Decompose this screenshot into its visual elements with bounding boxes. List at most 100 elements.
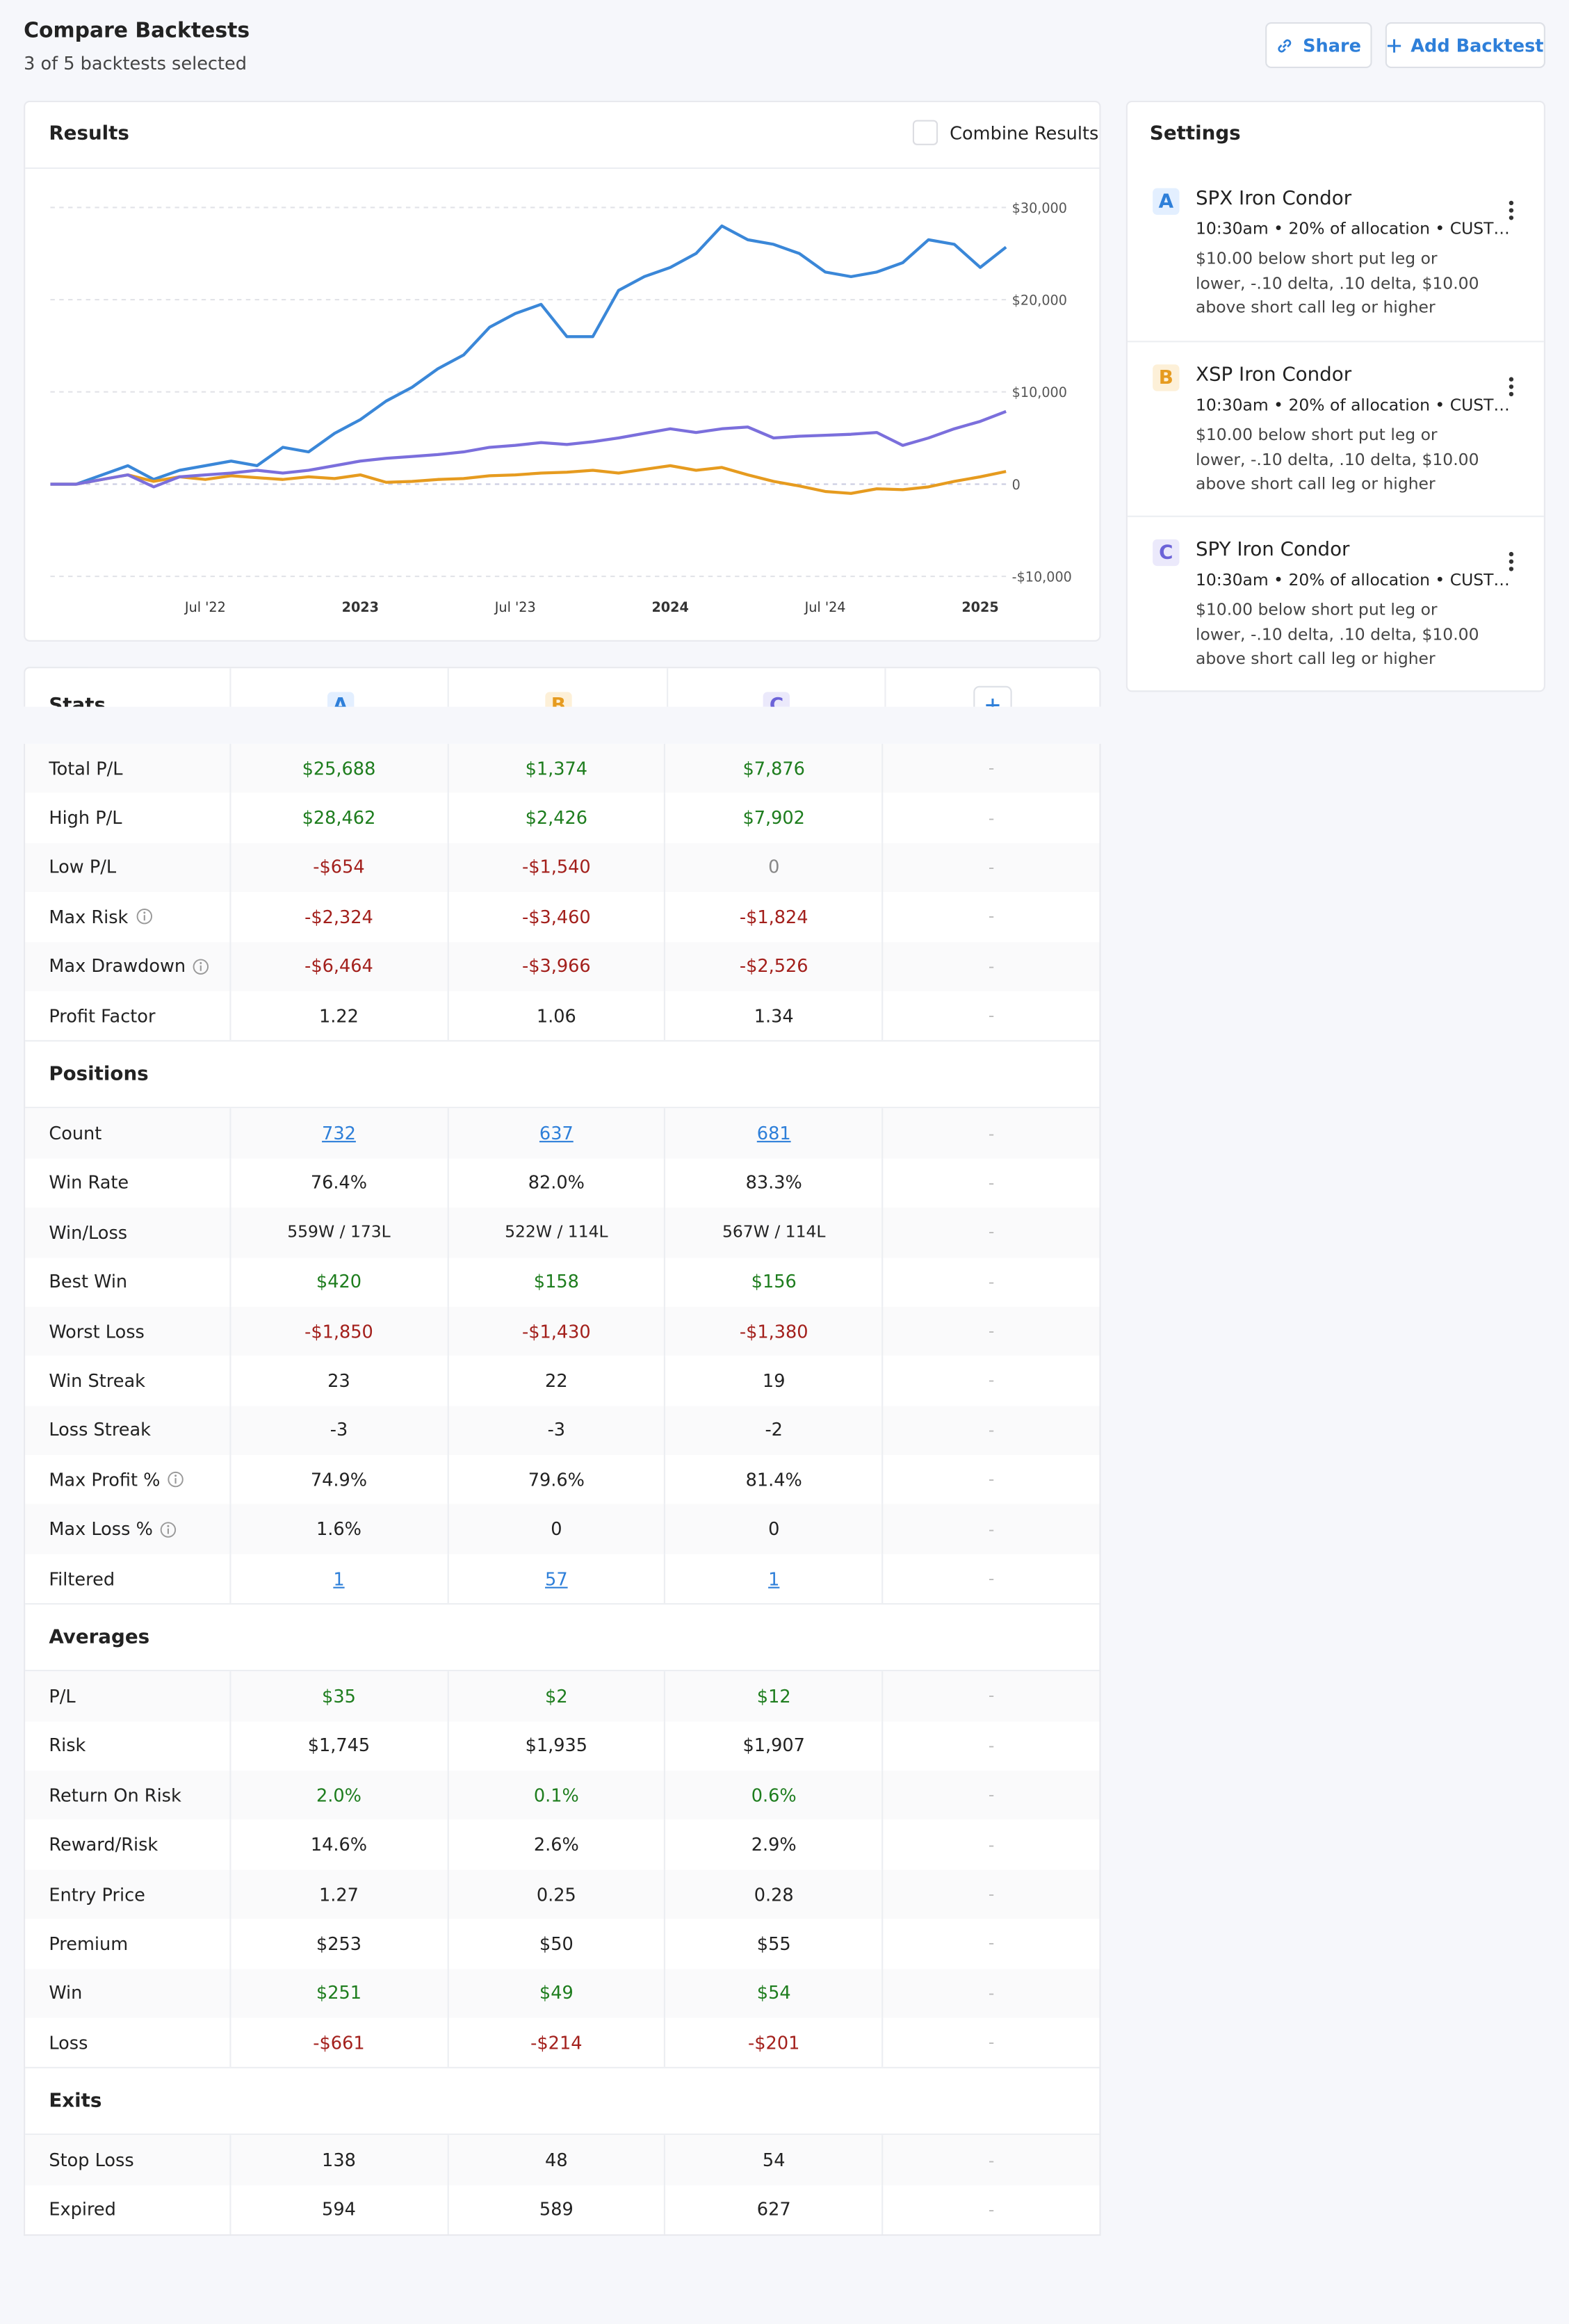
value-cell: 81.4%: [666, 1455, 884, 1505]
label-cell: Low P/L: [25, 843, 231, 893]
stats-table: Total P/L $25,688 $1,374 $7,876- High P/L $28…: [24, 743, 1101, 2236]
value-link[interactable]: 637: [539, 1123, 574, 1144]
value-cell: -$201: [666, 2017, 884, 2067]
value-link[interactable]: 732: [322, 1123, 356, 1144]
value-cell: 0.25: [448, 1869, 666, 1919]
value: $35: [322, 1686, 356, 1707]
value-cell: 1.22: [231, 991, 448, 1041]
stats-row: Risk $1,745 $1,935 $1,907 -: [25, 1721, 1100, 1771]
label-cell: P/L: [25, 1671, 231, 1721]
value-cell: -: [884, 1554, 1100, 1603]
value: -3: [330, 1420, 348, 1441]
label-cell: Entry Price: [25, 1869, 231, 1919]
menu-button[interactable]: [1504, 550, 1518, 574]
value-cell: -2: [666, 1405, 884, 1456]
value-cell: -: [884, 892, 1100, 941]
value-cell: 0: [448, 1504, 666, 1554]
value-link[interactable]: 1: [333, 1568, 345, 1589]
row-label: Reward/Risk: [49, 1834, 158, 1855]
value: -$1,850: [304, 1321, 373, 1342]
value-cell: -: [884, 1455, 1100, 1504]
value-cell: -: [884, 1504, 1100, 1554]
value-cell: -: [884, 843, 1100, 892]
empty-value: -: [988, 1272, 995, 1292]
value: 1.06: [536, 1005, 576, 1027]
value: 1.22: [318, 1005, 359, 1027]
value-cell: -: [884, 2185, 1100, 2234]
value-cell: 54: [666, 2136, 884, 2186]
value-cell: -$6,464: [231, 941, 448, 991]
value: 0.25: [536, 1883, 576, 1905]
value-link[interactable]: 57: [545, 1568, 568, 1589]
value-cell: -$1,824: [666, 892, 884, 942]
value-cell: $7,902: [666, 793, 884, 843]
value: $420: [316, 1271, 362, 1292]
results-title: Results: [49, 122, 129, 145]
empty-value: -: [988, 1569, 995, 1588]
label-cell: Win Streak: [25, 1356, 231, 1406]
value-cell: -$214: [448, 2017, 666, 2067]
value-cell: 1.27: [231, 1869, 448, 1919]
value: $2: [545, 1686, 568, 1707]
backtest-schedule: 10:30am • 20% of allocation • CUST…: [1195, 219, 1510, 239]
empty-value: -: [988, 1322, 995, 1342]
value: $50: [539, 1933, 574, 1954]
empty-value: -: [988, 1934, 995, 1953]
value-link[interactable]: 1: [768, 1568, 780, 1589]
combine-label[interactable]: Combine Results: [950, 122, 1099, 144]
row-label: Win Rate: [49, 1172, 129, 1194]
value-cell: 19: [666, 1356, 884, 1406]
value-link[interactable]: 681: [756, 1123, 791, 1144]
value: 14.6%: [310, 1834, 368, 1855]
add-backtest-button[interactable]: Add Backtest: [1385, 22, 1545, 69]
value-cell: 1.06: [448, 991, 666, 1041]
menu-button[interactable]: [1504, 199, 1518, 222]
value-cell: $50: [448, 1919, 666, 1969]
value: $251: [316, 1983, 362, 2004]
value-cell: -$1,540: [448, 843, 666, 893]
backtest-name: XSP Iron Condor: [1195, 364, 1352, 387]
share-button[interactable]: Share: [1265, 22, 1372, 69]
value: 82.0%: [528, 1172, 585, 1194]
value-cell: 1.6%: [231, 1504, 448, 1554]
value: $54: [756, 1983, 791, 2004]
value-cell: $1,935: [448, 1721, 666, 1771]
value-cell: $1,745: [231, 1721, 448, 1771]
row-label: Max Loss %: [49, 1518, 153, 1540]
stats-row: High P/L $28,462 $2,426 $7,902 -: [25, 793, 1100, 843]
label-cell: Expired: [25, 2185, 231, 2235]
section-title: Averages: [49, 1626, 150, 1649]
value-cell: 2.9%: [666, 1820, 884, 1870]
label-cell: Count: [25, 1108, 231, 1159]
stats-row: Reward/Risk 14.6% 2.6% 2.9% -: [25, 1820, 1100, 1870]
value-cell: 2.0%: [231, 1770, 448, 1821]
value: $12: [756, 1686, 791, 1707]
y-tick-label: $30,000: [1012, 200, 1067, 216]
kebab-icon: [1509, 377, 1514, 397]
value-cell: -: [884, 1869, 1100, 1919]
value: $28,462: [302, 807, 376, 829]
empty-value: -: [988, 1983, 995, 2004]
stats-row: P/L $35 $2 $12 -: [25, 1671, 1100, 1721]
stats-row: Expired 594 589 627 -: [25, 2185, 1100, 2235]
value-cell: 589: [448, 2185, 666, 2235]
value-cell: -3: [231, 1405, 448, 1456]
menu-button[interactable]: [1504, 375, 1518, 398]
empty-value: -: [988, 758, 995, 779]
value-cell: -$661: [231, 2017, 448, 2067]
stats-row: Best Win $420 $158 $156 -: [25, 1257, 1100, 1307]
value: -$1,824: [739, 907, 808, 927]
row-label: P/L: [49, 1686, 76, 1707]
stats-row: Premium $253 $50 $55 -: [25, 1919, 1100, 1969]
add-column-button[interactable]: [973, 685, 1012, 707]
header-cell: B: [450, 668, 668, 707]
y-tick-label: $20,000: [1012, 293, 1067, 309]
combine-checkbox[interactable]: [912, 120, 938, 145]
value: $1,745: [307, 1735, 371, 1757]
value: -$201: [748, 2032, 800, 2054]
info-icon: [168, 1472, 184, 1488]
badge: A: [1153, 188, 1180, 216]
value-cell: 522W / 114L: [448, 1208, 666, 1258]
